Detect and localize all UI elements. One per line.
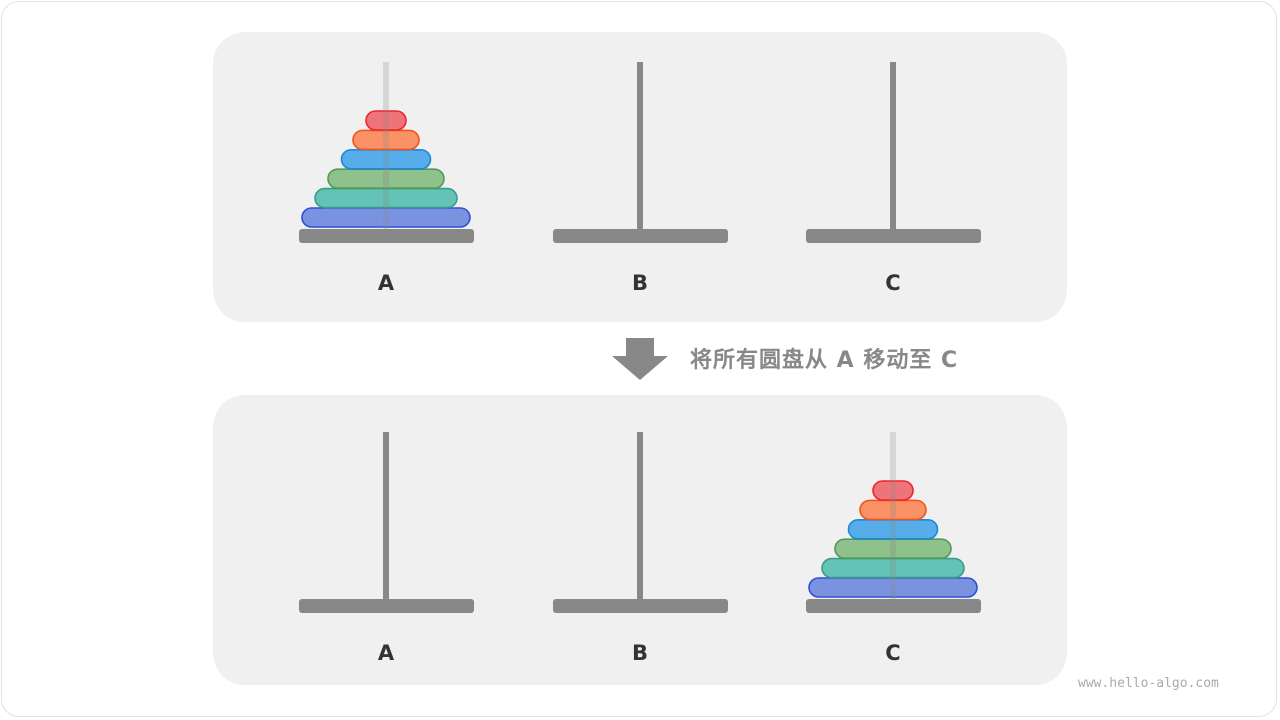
transition-caption: 将所有圆盘从 A 移动至 C: [690, 348, 959, 373]
watermark: www.hello-algo.com: [1078, 676, 1219, 691]
rod-pole: [637, 62, 643, 230]
rod-base: [553, 229, 728, 243]
rod-label-a: A: [378, 641, 395, 665]
rod-pole: [637, 432, 643, 600]
rod-label-b: B: [632, 641, 648, 665]
rod-pole: [383, 62, 389, 230]
rod-pole: [890, 62, 896, 230]
rod-label-a: A: [378, 271, 395, 295]
rod-base: [806, 229, 981, 243]
rod-base: [806, 599, 981, 613]
rod-base: [299, 229, 474, 243]
rod-label-c: C: [885, 641, 900, 665]
rod-pole: [890, 432, 896, 600]
down-arrow-icon: [612, 338, 668, 380]
disk-1: [872, 480, 914, 501]
rod-label-b: B: [632, 271, 648, 295]
disk-1: [365, 110, 407, 131]
rod-label-c: C: [885, 271, 900, 295]
rod-base: [553, 599, 728, 613]
rod-base: [299, 599, 474, 613]
rod-pole: [383, 432, 389, 600]
